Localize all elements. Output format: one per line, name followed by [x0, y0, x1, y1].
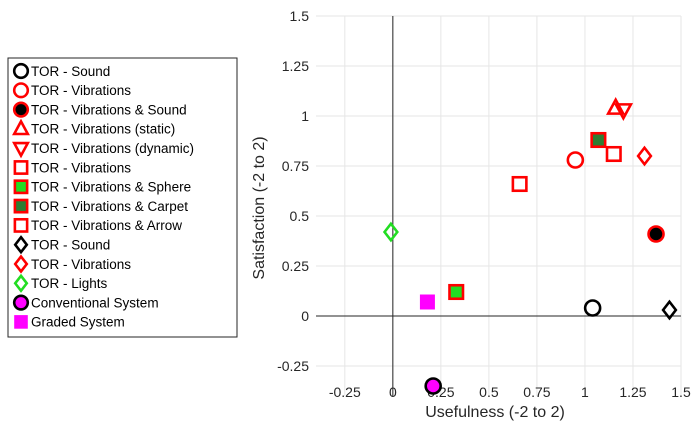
- y-tick-label: 0.75: [282, 158, 309, 174]
- data-point: [661, 299, 678, 321]
- legend-label: TOR - Vibrations & Carpet: [31, 199, 188, 214]
- data-point: [419, 294, 435, 310]
- data-points: [382, 97, 678, 395]
- legend-marker: [13, 179, 29, 195]
- x-tick-label: 1: [581, 384, 589, 400]
- data-point: [590, 131, 607, 149]
- legend-marker: [13, 198, 29, 214]
- legend-label: TOR - Vibrations & Sphere: [31, 180, 191, 195]
- data-point: [583, 299, 602, 317]
- data-point: [448, 283, 465, 301]
- x-tick-label: 0.5: [479, 384, 499, 400]
- y-axis-label: Satisfaction (-2 to 2): [251, 136, 268, 279]
- legend-label: TOR - Vibrations: [31, 83, 131, 98]
- legend-marker: [12, 82, 30, 99]
- legend-marker: [12, 141, 30, 159]
- x-tick-label: 1.25: [619, 384, 646, 400]
- legend-marker: [13, 235, 29, 255]
- data-point: [424, 377, 442, 395]
- legend-marker: [13, 273, 29, 293]
- x-tick-label: 0: [389, 384, 397, 400]
- x-tick-label: 1.5: [671, 384, 691, 400]
- legend-label: Conventional System: [31, 295, 159, 310]
- y-tick-label: 0.25: [282, 258, 309, 274]
- data-point: [511, 175, 528, 193]
- y-tick-label: 1: [301, 108, 309, 124]
- legend-label: TOR - Sound: [31, 238, 110, 253]
- data-point: [606, 97, 626, 115]
- legend-label: TOR - Sound: [31, 64, 110, 79]
- x-axis-label: Usefulness (-2 to 2): [425, 404, 565, 421]
- y-tick-label: 0: [301, 308, 309, 324]
- data-point: [636, 145, 653, 167]
- axes: [316, 16, 681, 396]
- legend-marker: [14, 315, 28, 329]
- legend-label: TOR - Vibrations (dynamic): [31, 141, 194, 156]
- tick-labels: -0.25 0 0.25 0.5 0.75 1 1.25 1.5-0.2500.250.50.…: [277, 8, 691, 400]
- legend-label: TOR - Vibrations: [31, 160, 131, 175]
- data-point: [382, 221, 399, 243]
- legend-label: Graded System: [31, 315, 125, 330]
- legend: TOR - Sound TOR - Vibrations TOR - Vibrati…: [7, 57, 238, 338]
- legend-marker: [13, 217, 29, 233]
- legend-marker: [12, 118, 30, 136]
- y-tick-label: -0.25: [277, 358, 309, 374]
- legend-box: [7, 57, 238, 338]
- grid: [316, 15, 682, 396]
- legend-marker: [12, 294, 30, 311]
- data-point: [647, 225, 665, 243]
- data-point: [566, 151, 585, 169]
- data-point: [613, 103, 634, 121]
- legend-label: TOR - Vibrations (static): [31, 122, 175, 137]
- legend-label: TOR - Vibrations & Sound: [31, 102, 187, 117]
- legend-label: TOR - Vibrations: [31, 257, 131, 272]
- y-tick-label: 1.25: [282, 58, 309, 74]
- x-tick-label: 0.75: [523, 384, 550, 400]
- legend-marker: [12, 101, 30, 118]
- legend-marker: [13, 254, 29, 274]
- y-tick-label: 1.5: [290, 8, 310, 24]
- legend-label: TOR - Vibrations & Arrow: [31, 218, 182, 233]
- legend-marker: [13, 160, 29, 175]
- x-tick-label: -0.25: [329, 384, 361, 400]
- legend-marker: [12, 62, 30, 80]
- legend-label: TOR - Lights: [31, 276, 108, 291]
- data-point: [605, 145, 622, 163]
- y-tick-label: 0.5: [290, 208, 310, 224]
